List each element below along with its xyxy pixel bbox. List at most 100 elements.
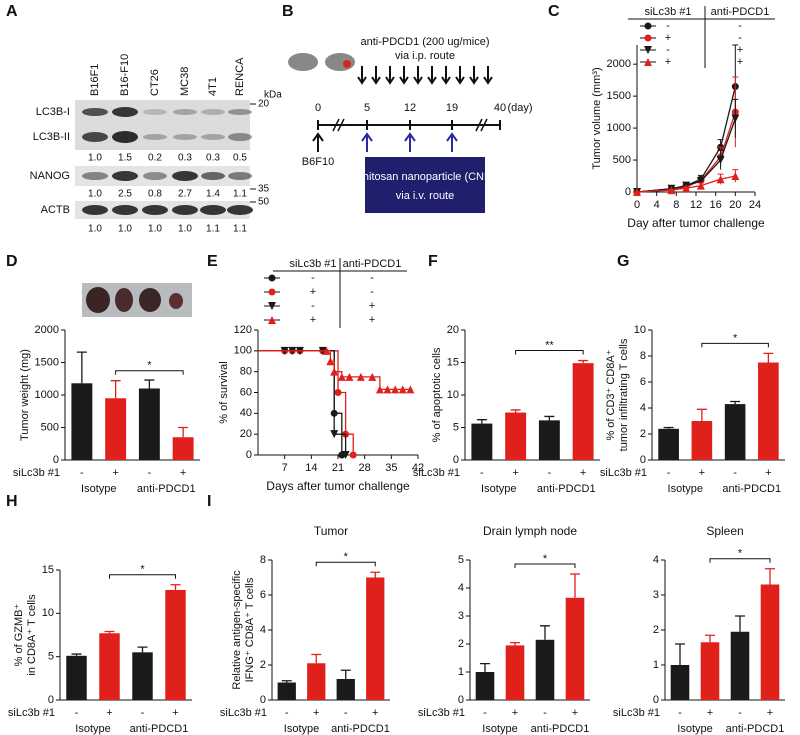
- quant: 2.7: [178, 189, 192, 200]
- x-sign: -: [483, 707, 487, 719]
- timeline-break: [332, 118, 488, 132]
- marker: [375, 385, 384, 394]
- panel-label: F: [428, 253, 438, 270]
- blot-nanog: [75, 166, 250, 186]
- quant: 1.0: [88, 153, 102, 164]
- band: [82, 172, 108, 180]
- marker: [696, 181, 705, 190]
- y-tick-label: 3: [458, 610, 464, 622]
- lane-label: CT26: [149, 69, 161, 96]
- lane-label: RENCA: [234, 57, 246, 96]
- marker: [731, 114, 740, 123]
- x-sign: +: [767, 707, 773, 719]
- cell-line: B6F10: [302, 156, 334, 168]
- x-sign: -: [678, 707, 682, 719]
- error-bar: [663, 426, 674, 429]
- y-tick-label: 4: [260, 624, 266, 636]
- error-bar: [705, 634, 715, 643]
- panel-label: G: [617, 253, 629, 270]
- quant: 1.0: [118, 224, 132, 235]
- quant: 1.0: [88, 189, 102, 200]
- quant: 0.3: [206, 153, 220, 164]
- arrow: [357, 66, 493, 85]
- y-tick-label: 2: [260, 659, 266, 671]
- band: [201, 109, 225, 115]
- band: [143, 172, 167, 180]
- survival-step: [258, 350, 343, 455]
- marker: [368, 372, 377, 381]
- row-label: NANOG: [30, 170, 70, 182]
- y-tick-label: 10: [447, 389, 459, 401]
- bar: [535, 639, 555, 700]
- tumor: [115, 288, 133, 312]
- y-tick-label: 0: [260, 694, 266, 706]
- tumor-photo: [82, 283, 192, 317]
- y-tick-label: 5: [48, 651, 54, 663]
- band: [173, 109, 197, 115]
- x-tick-label: 42: [412, 462, 424, 474]
- y-tick-label: 0: [458, 694, 464, 706]
- significance-bracket: [514, 563, 576, 568]
- legend-marker: [644, 46, 652, 54]
- y-axis-label: % of GZMB⁺: [13, 603, 25, 666]
- x-sign: +: [512, 707, 518, 719]
- legend-marker: [644, 34, 652, 42]
- x-tick-label: 14: [305, 462, 317, 474]
- panel-label: B: [282, 3, 294, 20]
- marker: [334, 389, 342, 396]
- y-tick-label: 2: [653, 624, 659, 636]
- y-tick-label: 1: [653, 659, 659, 671]
- bar: [132, 652, 153, 700]
- bar: [565, 597, 585, 700]
- marker-label: 20: [258, 99, 270, 110]
- group-label: Isotype: [284, 723, 319, 735]
- bar: [724, 404, 746, 460]
- lane-label: B16F1: [89, 64, 101, 96]
- legend-sign: -: [311, 272, 315, 284]
- bar: [538, 420, 560, 460]
- y-tick-label: 40: [240, 407, 252, 419]
- marker: [406, 385, 415, 394]
- bar: [99, 633, 120, 700]
- quant: 0.5: [233, 153, 247, 164]
- cnp-box: [365, 157, 485, 213]
- chart-title: Drain lymph node: [483, 524, 577, 538]
- error-bar: [735, 615, 745, 632]
- cnp-label: Chitosan nanoparticle (CNP): [355, 171, 495, 183]
- y-tick-label: 10: [42, 607, 54, 619]
- band: [228, 133, 252, 141]
- quant: 1.1: [233, 224, 247, 235]
- legend-marker: [644, 58, 652, 66]
- series-line: [636, 175, 736, 193]
- marker: [330, 430, 339, 439]
- x-sign: -: [344, 707, 348, 719]
- bar: [658, 428, 679, 460]
- tumor-icon: [343, 60, 351, 68]
- error-bar: [311, 653, 322, 664]
- x-sign: +: [580, 467, 586, 479]
- row-label: LC3B-I: [36, 106, 70, 118]
- x-sign: -: [80, 467, 84, 479]
- quant: 1.1: [206, 224, 220, 235]
- quant: 0.3: [178, 153, 192, 164]
- bar: [165, 589, 186, 700]
- y-tick-label: 5: [453, 421, 459, 433]
- band: [200, 205, 226, 215]
- y-tick-label: 20: [447, 324, 459, 336]
- x-sign: -: [738, 707, 742, 719]
- chart-title: Tumor: [314, 524, 348, 538]
- y-tick-label: 0: [640, 454, 646, 466]
- x-sign-label: siLc3b #1: [8, 707, 55, 719]
- group-label: Isotype: [668, 483, 703, 495]
- error-bar: [281, 680, 292, 683]
- bar: [760, 584, 780, 700]
- y-tick-label: 1500: [607, 90, 631, 102]
- band: [112, 131, 138, 143]
- x-tick-label: 21: [332, 462, 344, 474]
- significance: **: [545, 339, 554, 351]
- y-tick-label: 1000: [35, 389, 59, 401]
- error-bar: [570, 573, 580, 598]
- row-label: LC3B-II: [33, 131, 70, 143]
- significance-bracket: [701, 342, 769, 348]
